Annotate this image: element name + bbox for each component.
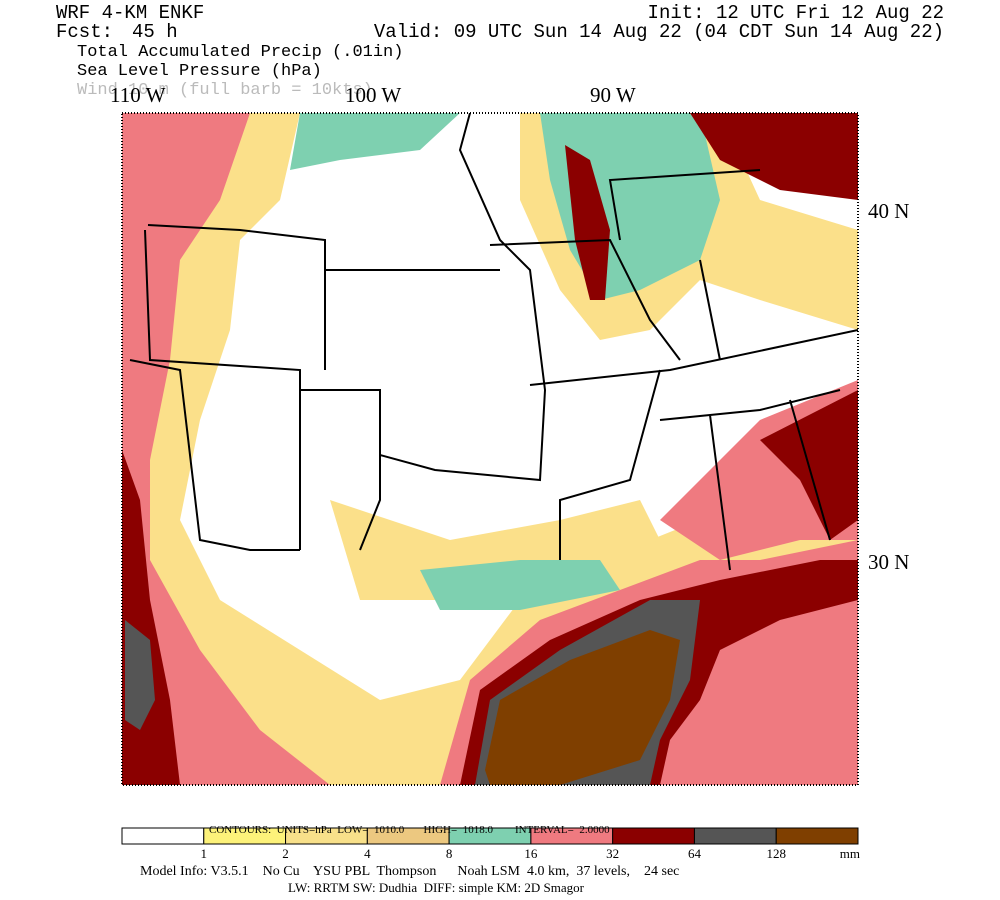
field-name: Sea Level Pressure (hPa) [77,62,322,81]
colorbar-swatch [612,827,695,845]
colorbar-label: 32 [606,846,619,861]
colorbar-swatch [775,827,859,845]
longitude-label: 100 W [345,83,402,107]
longitude-label: 90 W [590,83,636,107]
field-name: Wind 10 m (full barb = 10kts) [77,81,373,100]
contour-high-label: HIGH= [423,824,458,836]
colorbar: 1 2 4 8 16 32 64 128 mm [121,827,860,861]
colorbar-label: 4 [364,846,371,861]
colorbar-label: 16 [524,846,538,861]
contour-units: UNITS=hPa [276,824,332,836]
colorbar-swatch [121,827,205,845]
latitude-label: 40 N [868,199,910,223]
init-time: Init: 12 UTC Fri 12 Aug 22 [647,2,944,24]
colorbar-swatch [693,827,777,845]
contour-low: 1010.0 [374,824,405,836]
longitude-label: 110 W [110,83,166,107]
colorbar-label: 128 [766,846,786,861]
latitude-label: 30 N [868,550,910,574]
map-frame [121,112,859,786]
contour-label: CONTOURS: [209,824,272,836]
colorbar-label: 8 [446,846,453,861]
contour-interval: 2.0000 [579,824,610,836]
colorbar-label: 64 [688,846,702,861]
model-name: WRF 4-KM ENKF [56,2,205,24]
contour-interval-label: INTERVAL= [514,824,574,836]
state-borders [129,113,858,571]
contour-info: CONTOURS: UNITS=hPa LOW= 1010.0 HIGH= 10… [198,812,610,848]
forecast-hour: 45 h [132,21,178,43]
colorbar-label: 1 [201,846,208,861]
contour-low-label: LOW= [337,824,369,836]
model-info: LW: RRTM SW: Dudhia DIFF: simple KM: 2D … [288,880,584,895]
model-info: Model Info: V3.5.1 No Cu YSU PBL Thompso… [140,864,680,879]
colorbar-unit: mm [840,846,860,861]
valid-time: Valid: 09 UTC Sun 14 Aug 22 (04 CDT Sun … [373,21,944,43]
precip-field [122,113,858,785]
field-name: Total Accumulated Precip (.01in) [77,43,404,62]
forecast-label: Fcst: [56,21,114,43]
contour-high: 1018.0 [462,824,493,836]
colorbar-label: 2 [282,846,289,861]
